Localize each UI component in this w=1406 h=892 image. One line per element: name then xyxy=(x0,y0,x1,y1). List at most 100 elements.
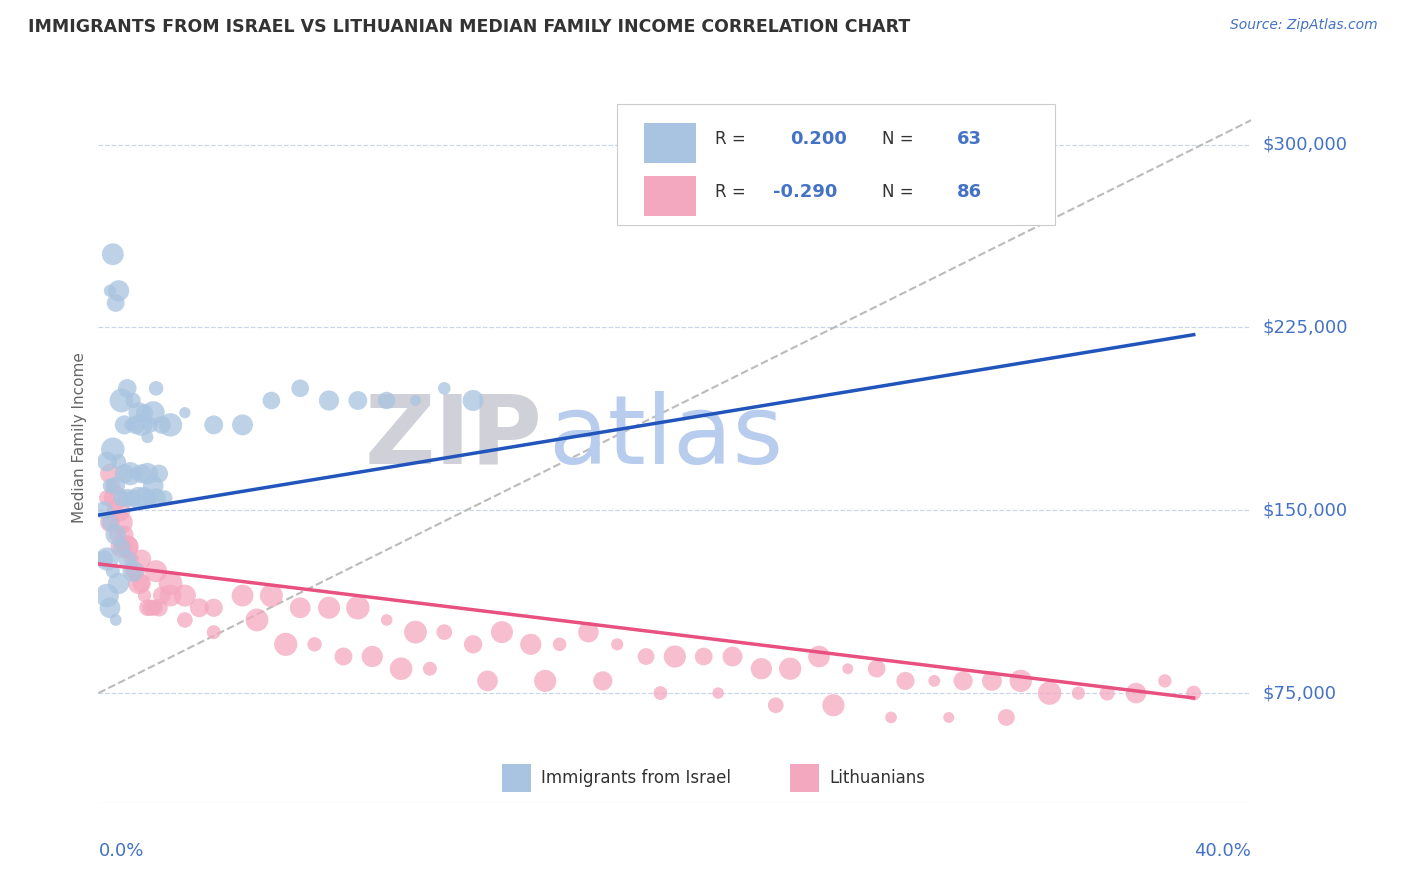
Bar xyxy=(644,122,696,163)
Text: $75,000: $75,000 xyxy=(1263,684,1337,702)
Text: 86: 86 xyxy=(957,183,983,201)
Point xyxy=(995,710,1018,724)
Point xyxy=(375,613,398,627)
Point xyxy=(142,479,165,493)
Point xyxy=(664,649,686,664)
Point xyxy=(96,454,118,468)
Point xyxy=(361,649,384,664)
Point xyxy=(110,491,132,505)
Point xyxy=(107,576,129,591)
Point xyxy=(131,576,153,591)
Point xyxy=(375,393,398,408)
Point xyxy=(148,600,170,615)
Point xyxy=(433,381,456,395)
Point xyxy=(174,589,197,603)
Point xyxy=(139,417,162,432)
Bar xyxy=(644,176,696,216)
Point xyxy=(98,600,121,615)
Point xyxy=(93,552,115,566)
Point xyxy=(894,673,917,688)
Text: 0.0%: 0.0% xyxy=(98,842,143,860)
Point xyxy=(142,406,165,420)
Point xyxy=(419,662,441,676)
Point xyxy=(823,698,845,713)
Point xyxy=(125,564,148,578)
Point xyxy=(145,381,167,395)
Point xyxy=(1182,686,1205,700)
Point xyxy=(150,589,173,603)
Point xyxy=(96,552,118,566)
Point xyxy=(938,710,960,724)
Point xyxy=(110,540,132,554)
Point xyxy=(174,406,197,420)
Point xyxy=(131,467,153,481)
Point xyxy=(139,491,162,505)
Point xyxy=(952,673,974,688)
Point xyxy=(981,673,1004,688)
Point xyxy=(98,284,121,298)
Text: R =: R = xyxy=(716,183,747,201)
Point xyxy=(405,393,427,408)
Text: 40.0%: 40.0% xyxy=(1195,842,1251,860)
Point xyxy=(134,491,156,505)
Point xyxy=(117,540,139,554)
Point xyxy=(112,467,135,481)
Point xyxy=(122,564,145,578)
Point xyxy=(117,552,139,566)
Point xyxy=(246,613,269,627)
Point xyxy=(202,417,225,432)
Point xyxy=(808,649,831,664)
Point xyxy=(202,600,225,615)
Point xyxy=(837,662,859,676)
Point xyxy=(98,516,121,530)
Point xyxy=(260,589,283,603)
Point xyxy=(117,491,139,505)
Text: atlas: atlas xyxy=(548,391,783,483)
Point xyxy=(534,673,557,688)
Point xyxy=(491,625,513,640)
Point xyxy=(128,406,150,420)
Point xyxy=(405,625,427,640)
Point xyxy=(98,516,121,530)
Point xyxy=(131,552,153,566)
Point xyxy=(159,589,181,603)
Point xyxy=(107,284,129,298)
Point xyxy=(110,540,132,554)
Point xyxy=(1154,673,1177,688)
Point xyxy=(98,479,121,493)
Point xyxy=(110,393,132,408)
Point xyxy=(122,393,145,408)
Point xyxy=(924,673,946,688)
Point xyxy=(174,613,197,627)
Point xyxy=(318,600,340,615)
Text: ZIP: ZIP xyxy=(364,391,543,483)
Point xyxy=(1125,686,1147,700)
Point xyxy=(290,381,312,395)
Point xyxy=(188,600,211,615)
FancyBboxPatch shape xyxy=(617,104,1056,225)
Text: Source: ZipAtlas.com: Source: ZipAtlas.com xyxy=(1230,18,1378,32)
Point xyxy=(290,600,312,615)
Point xyxy=(578,625,600,640)
Point xyxy=(433,625,456,640)
Point xyxy=(120,417,142,432)
Point xyxy=(104,491,127,505)
Point xyxy=(332,649,354,664)
Point xyxy=(93,503,115,517)
Point xyxy=(120,467,142,481)
Point xyxy=(145,600,167,615)
Point xyxy=(520,637,543,651)
Text: 0.200: 0.200 xyxy=(790,129,846,148)
Text: $225,000: $225,000 xyxy=(1263,318,1348,336)
Point xyxy=(136,430,159,444)
Text: $150,000: $150,000 xyxy=(1263,501,1347,519)
Point xyxy=(1039,686,1062,700)
Point xyxy=(125,467,148,481)
Point xyxy=(101,247,124,261)
Point xyxy=(548,637,571,651)
Point xyxy=(751,662,773,676)
Point xyxy=(592,673,614,688)
Point xyxy=(880,710,903,724)
Bar xyxy=(502,764,531,792)
Point xyxy=(346,600,368,615)
